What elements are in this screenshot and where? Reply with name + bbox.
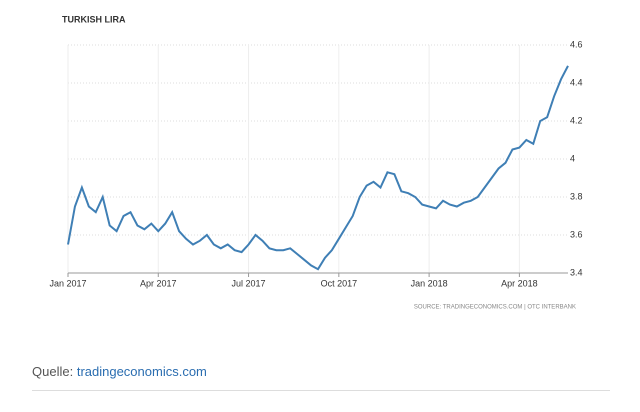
y-tick-label: 4 <box>570 153 575 163</box>
x-tick-label: Jul 2017 <box>232 278 266 288</box>
footer-link[interactable]: tradingeconomics.com <box>76 364 207 379</box>
x-tick-label: Apr 2017 <box>140 278 177 288</box>
y-tick-label: 3.6 <box>570 229 583 239</box>
y-tick-label: 3.4 <box>570 267 583 277</box>
chart: TURKISH LIRA SOURCE: TRADINGECONOMICS.CO… <box>49 14 583 311</box>
x-tick-label: Oct 2017 <box>321 278 358 288</box>
footer: Quelle: tradingeconomics.com <box>32 364 207 379</box>
x-tick-label: Apr 2018 <box>501 278 538 288</box>
line <box>67 65 569 271</box>
y-tick-label: 4.6 <box>570 39 583 49</box>
footer-label: Quelle: <box>32 364 74 379</box>
chart-title: TURKISH LIRA <box>62 14 126 24</box>
divider <box>32 390 610 391</box>
x-tick-label: Jan 2018 <box>411 278 448 288</box>
y-tick-label: 4.4 <box>570 77 583 87</box>
y-tick-label: 3.8 <box>570 191 583 201</box>
y-tick-label: 4.2 <box>570 115 583 125</box>
source: SOURCE: TRADINGECONOMICS.COM | OTC INTER… <box>414 305 576 311</box>
x-tick-label: Jan 2017 <box>49 278 86 288</box>
